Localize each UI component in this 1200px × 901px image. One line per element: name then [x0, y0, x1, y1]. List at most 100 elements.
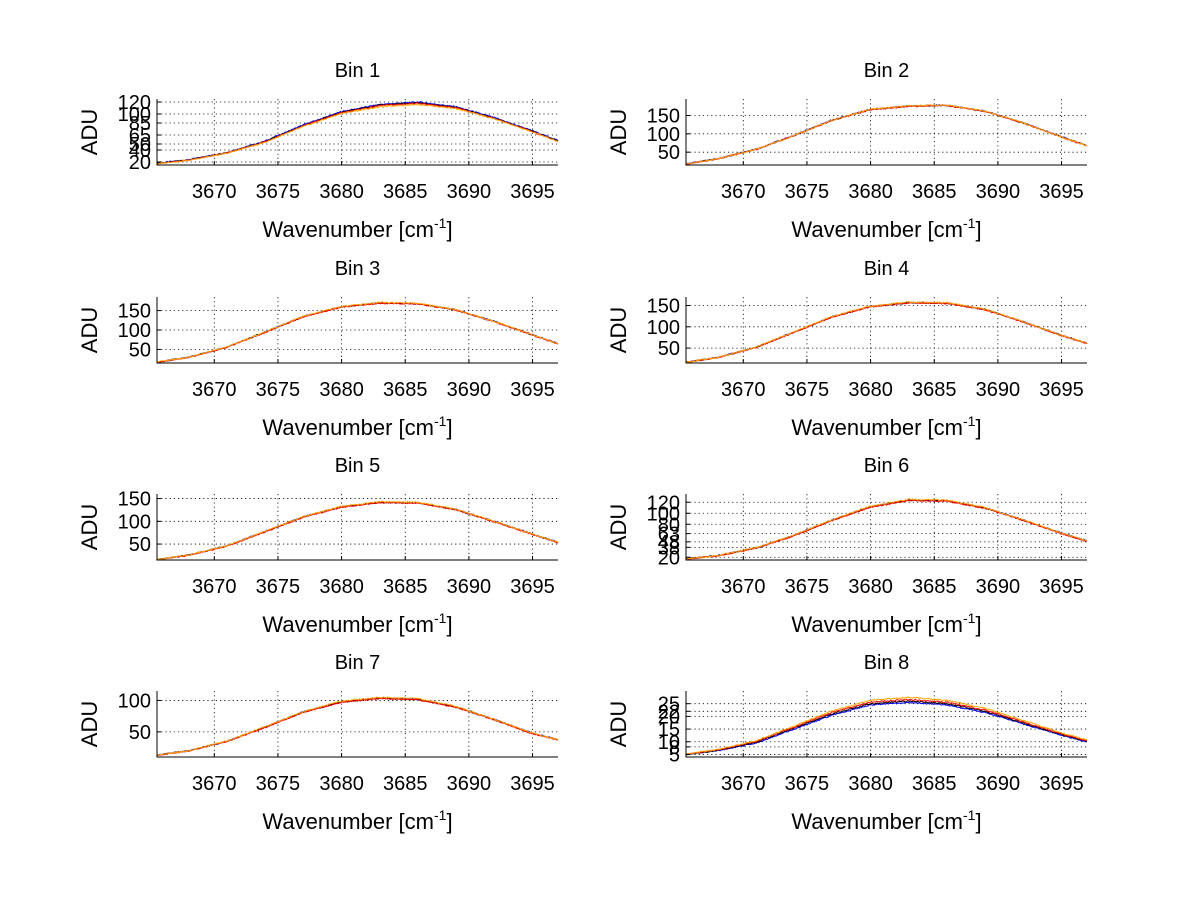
x-tick-label: 3675	[256, 181, 301, 203]
x-tick-label: 3675	[785, 181, 830, 203]
y-axis-label: ADU	[77, 504, 102, 550]
x-axis-label: Wavenumber [cm-1]	[791, 610, 981, 637]
x-tick-label: 3695	[510, 576, 555, 598]
y-tick-label: 50	[129, 134, 151, 156]
panel-title: Bin 5	[335, 455, 381, 477]
y-axis-label: ADU	[606, 504, 631, 550]
series-line-4	[685, 696, 1088, 756]
x-tick-label: 3685	[912, 773, 957, 795]
x-axis-label-close: ]	[975, 809, 981, 834]
x-axis-label-close: ]	[975, 415, 981, 440]
x-tick-label: 3670	[192, 773, 237, 795]
y-tick-label: 8	[669, 737, 680, 759]
y-axis-label: ADU	[77, 701, 102, 747]
series-line-1	[685, 301, 1087, 363]
y-tick-label: 80	[658, 514, 680, 536]
y-tick-label: 150	[647, 296, 680, 318]
y-tick-label: 50	[658, 142, 680, 164]
x-tick-label: 3695	[510, 181, 555, 203]
panel-title: Bin 4	[864, 258, 910, 280]
series-line-4	[685, 498, 1088, 560]
y-tick-label: 150	[118, 489, 151, 511]
x-tick-label: 3690	[976, 379, 1021, 401]
x-tick-label: 3685	[383, 181, 428, 203]
x-axis-label-sup: -1	[963, 413, 976, 429]
series-line-4	[685, 104, 1087, 165]
x-tick-label: 3680	[319, 576, 364, 598]
x-tick-label: 3670	[721, 181, 766, 203]
y-tick-label: 20	[658, 706, 680, 728]
x-tick-label: 3675	[785, 576, 830, 598]
y-tick-label: 10	[658, 732, 680, 754]
y-tick-label: 20	[658, 547, 680, 569]
x-axis-label-close: ]	[975, 217, 981, 242]
x-tick-label: 3675	[256, 379, 301, 401]
x-tick-label: 3680	[848, 773, 893, 795]
y-tick-label: 100	[647, 317, 680, 339]
x-axis-label-close: ]	[446, 612, 452, 637]
y-tick-label: 100	[647, 124, 680, 146]
x-tick-label: 3690	[976, 576, 1021, 598]
x-tick-label: 3685	[383, 773, 428, 795]
y-axis-label: ADU	[77, 307, 102, 353]
series-line-4	[157, 301, 559, 363]
x-axis-label-sup: -1	[434, 215, 447, 231]
x-tick-label: 3695	[510, 773, 555, 795]
x-axis-label: Wavenumber [cm-1]	[791, 807, 981, 834]
series-line-3	[156, 302, 559, 364]
y-tick-label: 50	[658, 338, 680, 360]
x-axis-label-sup: -1	[434, 807, 447, 823]
x-axis-label-main: Wavenumber [cm	[791, 612, 963, 637]
axes-frame	[156, 494, 558, 561]
y-tick-label: 50	[129, 722, 151, 744]
x-tick-label: 3680	[848, 576, 893, 598]
x-tick-label: 3685	[912, 576, 957, 598]
series-line-3	[685, 104, 1088, 165]
series-line-4	[156, 103, 559, 165]
x-tick-label: 3675	[256, 773, 301, 795]
axes-frame	[685, 297, 1087, 364]
x-tick-label: 3675	[785, 773, 830, 795]
y-tick-label: 120	[118, 92, 151, 114]
y-tick-label: 65	[129, 125, 151, 147]
y-tick-label: 63	[658, 524, 680, 546]
x-tick-label: 3680	[848, 181, 893, 203]
series-line-2	[685, 301, 1088, 363]
series-line-4	[156, 696, 559, 756]
x-axis-label-close: ]	[446, 217, 452, 242]
x-tick-label: 3670	[192, 181, 237, 203]
y-tick-label: 50	[129, 534, 151, 556]
series-line-3	[685, 698, 1088, 755]
x-axis-label-main: Wavenumber [cm	[791, 415, 963, 440]
axes-frame	[685, 99, 1087, 166]
x-tick-label: 3680	[319, 181, 364, 203]
x-tick-label: 3680	[319, 773, 364, 795]
axes-frame	[685, 494, 1087, 561]
x-tick-label: 3690	[447, 181, 492, 203]
panel-title: Bin 1	[335, 60, 381, 82]
x-tick-label: 3680	[319, 379, 364, 401]
x-tick-label: 3670	[192, 576, 237, 598]
y-axis-label: ADU	[606, 701, 631, 747]
x-tick-label: 3670	[721, 773, 766, 795]
x-axis-label-main: Wavenumber [cm	[791, 809, 963, 834]
y-axis-label: ADU	[606, 109, 631, 155]
axes-frame	[156, 99, 558, 166]
x-axis-label: Wavenumber [cm-1]	[791, 215, 981, 242]
x-tick-label: 3670	[721, 576, 766, 598]
axes-frame	[156, 691, 558, 758]
x-axis-label: Wavenumber [cm-1]	[791, 413, 981, 440]
x-tick-label: 3690	[447, 379, 492, 401]
x-tick-label: 3690	[447, 576, 492, 598]
x-tick-label: 3685	[383, 379, 428, 401]
x-axis-label-sup: -1	[963, 215, 976, 231]
series-line-1	[685, 104, 1088, 165]
chart-panel-7: 3670 3675 3680 3685 3690 3695 50 100 Bin 7 ADU Wav…	[77, 652, 559, 834]
x-tick-label: 3690	[447, 773, 492, 795]
y-tick-label: 20	[129, 152, 151, 174]
x-tick-label: 3690	[976, 181, 1021, 203]
x-tick-label: 3670	[721, 379, 766, 401]
